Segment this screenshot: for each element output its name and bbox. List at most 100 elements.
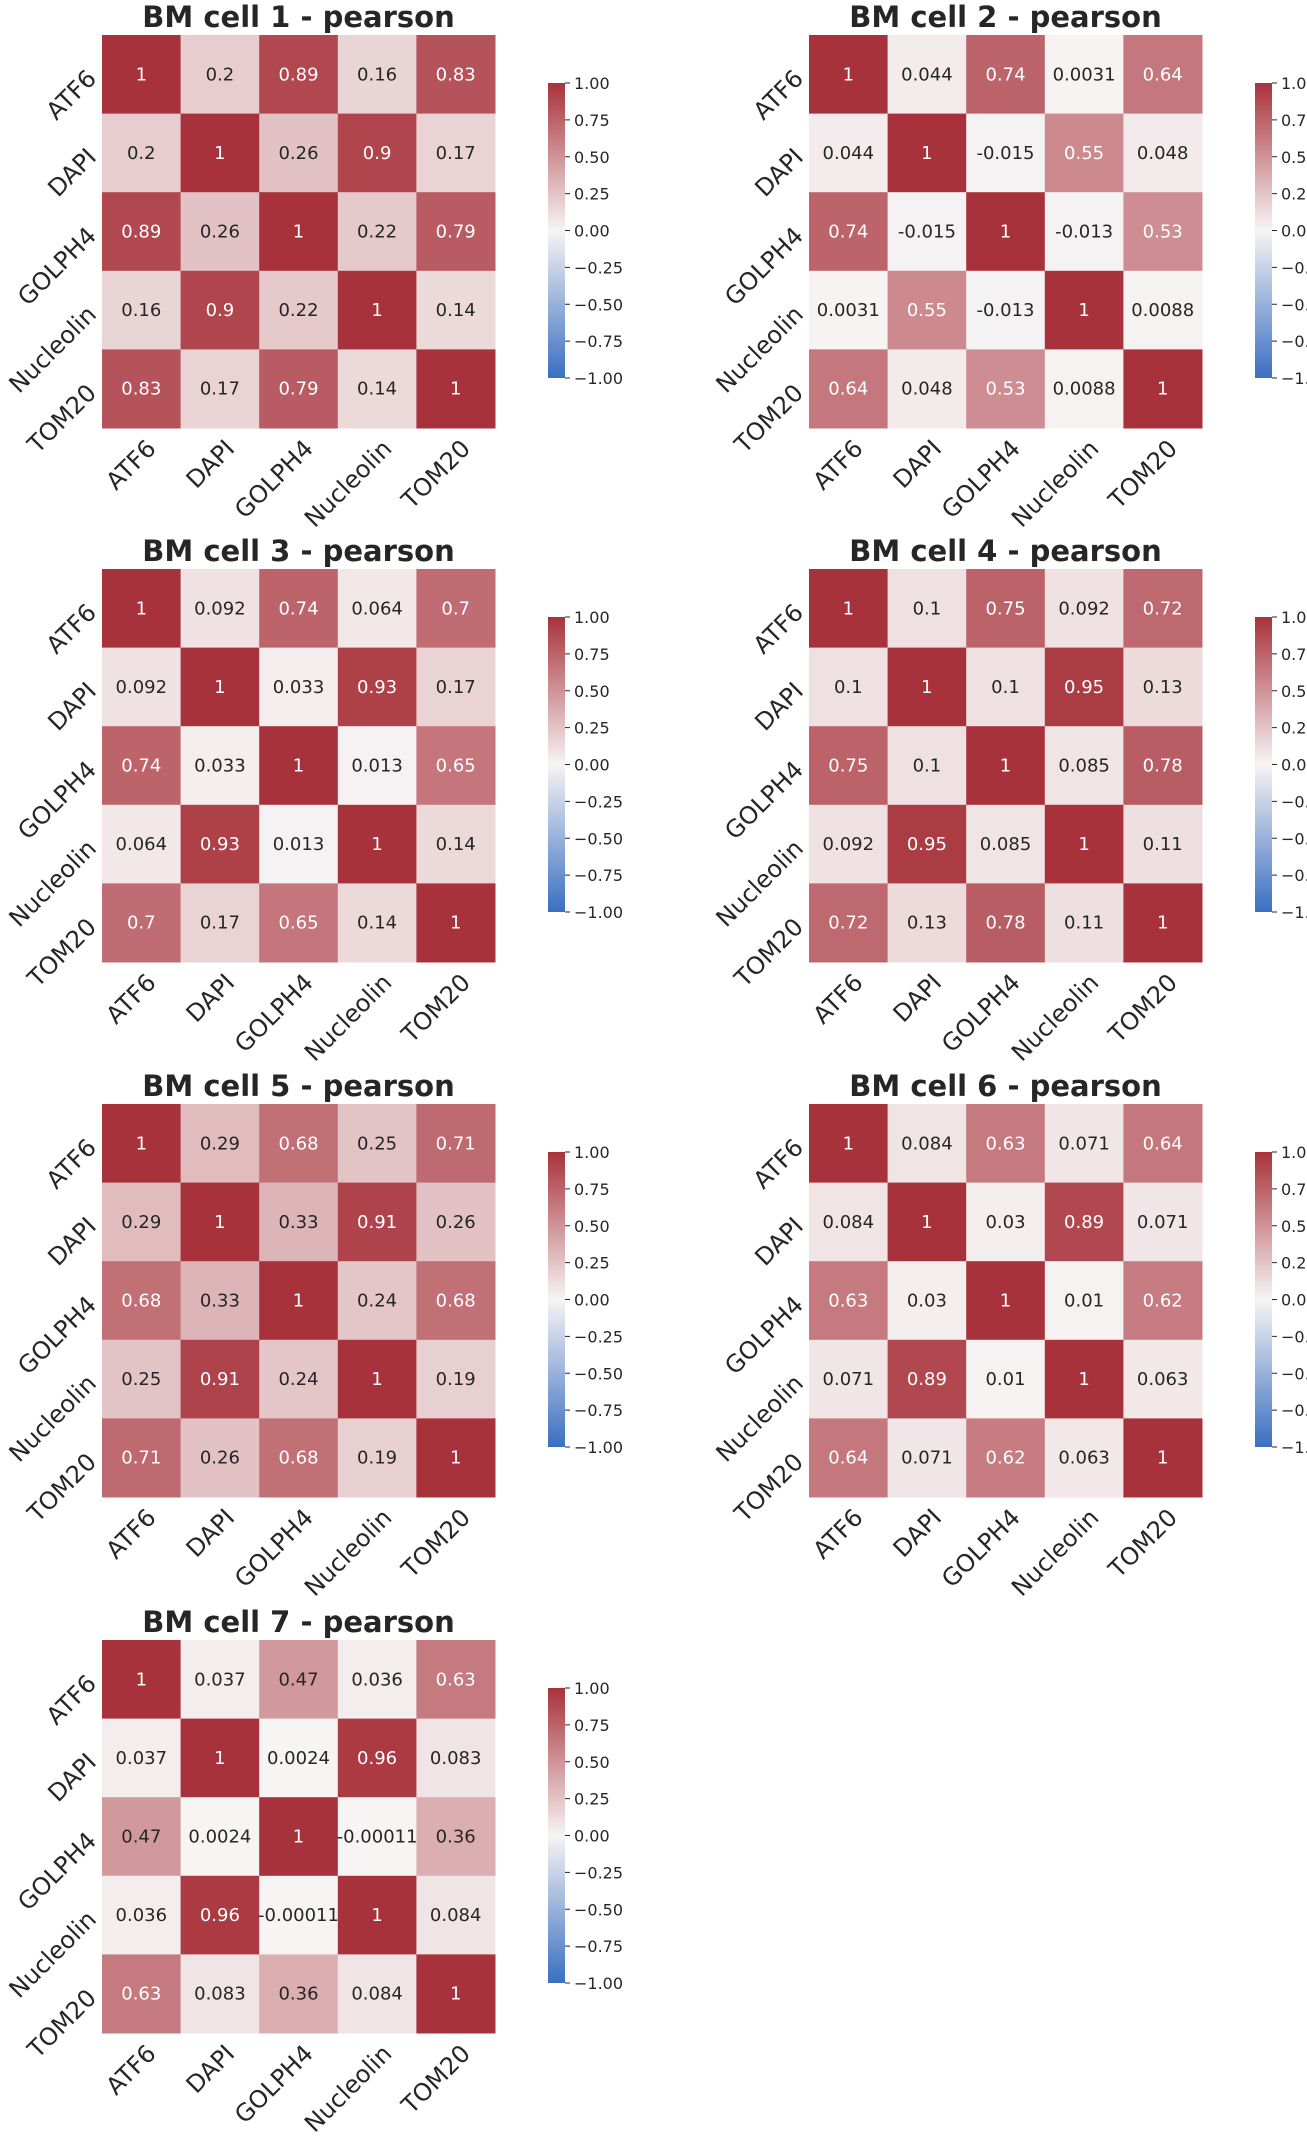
colorbar-tick-label: −0.25 xyxy=(1281,792,1307,811)
heatmap-panel-6: BM cell 6 - pearson 1 0.084 0.63 0.071 0.64 0.… xyxy=(711,1069,1307,1602)
cell-value-label: 0.01 xyxy=(985,1369,1025,1390)
heatmap-cell xyxy=(102,1875,182,1955)
heatmap-cell xyxy=(1044,1104,1124,1184)
x-tick-label: TOM20 xyxy=(1102,968,1182,1048)
cell-value-label: 0.93 xyxy=(200,834,240,855)
colorbar-tick-label: −0.25 xyxy=(1281,258,1307,277)
cell-value-label: 0.75 xyxy=(828,756,868,777)
x-tick-label: Nucleolin xyxy=(299,2039,397,2135)
heatmap-cell xyxy=(259,192,339,272)
heatmap-cell xyxy=(337,569,417,649)
colorbar-tick-label: −0.75 xyxy=(574,866,623,885)
cell-value-label: 0.89 xyxy=(907,1369,947,1390)
heatmap-cell xyxy=(337,1640,417,1720)
heatmap-cell xyxy=(1044,113,1124,193)
colorbar-tick-label: 0.50 xyxy=(574,1217,610,1236)
cell-value-label: 1 xyxy=(1078,300,1089,321)
heatmap-cell xyxy=(337,647,417,727)
cell-value-label: 0.91 xyxy=(357,1212,397,1233)
heatmap-cell xyxy=(259,35,339,115)
cell-value-label: 1 xyxy=(921,143,932,164)
cell-value-label: -0.013 xyxy=(976,300,1034,321)
cell-value-label: 0.14 xyxy=(357,913,397,934)
cell-value-label: 1 xyxy=(293,222,304,243)
cell-value-label: 0.96 xyxy=(357,1748,397,1769)
cell-value-label: 0.7 xyxy=(127,913,156,934)
cell-value-label: 0.092 xyxy=(823,834,875,855)
heatmap-cell xyxy=(1123,192,1203,272)
cell-value-label: 0.47 xyxy=(121,1827,161,1848)
cell-value-label: 0.1 xyxy=(991,677,1020,698)
colorbar-tick-label: −0.75 xyxy=(1281,1401,1307,1420)
cell-value-label: 0.2 xyxy=(127,143,156,164)
colorbar-tick-label: −0.50 xyxy=(574,1364,623,1383)
heatmap-cell xyxy=(102,647,182,727)
cell-value-label: 0.9 xyxy=(206,300,235,321)
heatmap-cell xyxy=(1123,113,1203,193)
cell-value-label: 0.93 xyxy=(357,677,397,698)
heatmap-cell xyxy=(180,1182,260,1262)
colorbar-tick-label: 1.00 xyxy=(1281,74,1307,93)
heatmap-cell xyxy=(416,1954,496,2034)
heatmap-cell xyxy=(1044,349,1124,429)
heatmap-cell xyxy=(809,883,889,963)
cell-value-label: -0.015 xyxy=(976,143,1034,164)
heatmap-cell xyxy=(966,192,1046,272)
heatmap-cell xyxy=(416,349,496,429)
cell-value-label: 0.13 xyxy=(1143,677,1183,698)
cell-value-label: 0.71 xyxy=(121,1448,161,1469)
x-tick-label: ATF6 xyxy=(101,1503,162,1564)
heatmap-cell xyxy=(337,35,417,115)
cell-value-label: 0.64 xyxy=(828,1448,868,1469)
heatmap-cell xyxy=(102,726,182,806)
colorbar-tick-label: 1.00 xyxy=(574,1143,610,1162)
cell-value-label: 0.68 xyxy=(278,1448,318,1469)
cell-value-label: 1 xyxy=(1157,913,1168,934)
cell-value-label: 1 xyxy=(214,1748,225,1769)
heatmap-cell xyxy=(966,1104,1046,1184)
cell-value-label: 1 xyxy=(1157,379,1168,400)
heatmap-cell xyxy=(259,1261,339,1341)
heatmap-cell xyxy=(416,1182,496,1262)
cell-value-label: 0.16 xyxy=(121,300,161,321)
panel-title: BM cell 3 - pearson xyxy=(142,534,454,568)
cell-value-label: 1 xyxy=(214,1212,225,1233)
y-tick-label: GOLPH4 xyxy=(719,1291,809,1381)
colorbar-tick-label: 0.75 xyxy=(1281,645,1307,664)
cell-value-label: 0.044 xyxy=(823,143,875,164)
y-tick-label: Nucleolin xyxy=(4,300,102,398)
heatmap-cell xyxy=(102,349,182,429)
y-tick-label: TOM20 xyxy=(21,379,101,459)
heatmap-cell xyxy=(966,1418,1046,1498)
x-tick-label: TOM20 xyxy=(1102,1503,1182,1583)
x-tick-label: ATF6 xyxy=(808,1503,869,1564)
heatmap-cell xyxy=(966,804,1046,884)
heatmap-cell xyxy=(416,726,496,806)
y-tick-label: GOLPH4 xyxy=(12,222,102,312)
cell-value-label: 0.0031 xyxy=(817,300,880,321)
heatmap-cell xyxy=(102,1182,182,1262)
heatmap-cell xyxy=(966,35,1046,115)
heatmap-cell xyxy=(887,726,967,806)
heatmap-cell xyxy=(337,1954,417,2034)
x-tick-label: ATF6 xyxy=(101,968,162,1029)
heatmap-cell xyxy=(416,1640,496,1720)
colorbar-tick-label: −0.50 xyxy=(1281,829,1307,848)
y-tick-label: TOM20 xyxy=(21,913,101,993)
y-tick-label: DAPI xyxy=(749,677,808,736)
heatmap-panel-5: BM cell 5 - pearson 1 0.29 0.68 0.25 0.71 0.29… xyxy=(4,1069,623,1602)
x-tick-label: ATF6 xyxy=(101,2039,162,2100)
colorbar-tick-label: −0.75 xyxy=(574,1937,623,1956)
cell-value-label: 0.2 xyxy=(206,64,235,85)
cell-value-label: 0.65 xyxy=(436,756,476,777)
colorbar-tick-label: −0.75 xyxy=(574,332,623,351)
cell-value-label: 0.085 xyxy=(980,834,1032,855)
y-tick-label: ATF6 xyxy=(748,1133,809,1194)
heatmap-cell xyxy=(102,1797,182,1877)
heatmap-cell xyxy=(259,113,339,193)
colorbar-tick-label: −0.50 xyxy=(574,829,623,848)
heatmap-cell xyxy=(809,804,889,884)
heatmap-cell xyxy=(887,192,967,272)
heatmap-cell xyxy=(1044,726,1124,806)
heatmap-cell xyxy=(809,1418,889,1498)
